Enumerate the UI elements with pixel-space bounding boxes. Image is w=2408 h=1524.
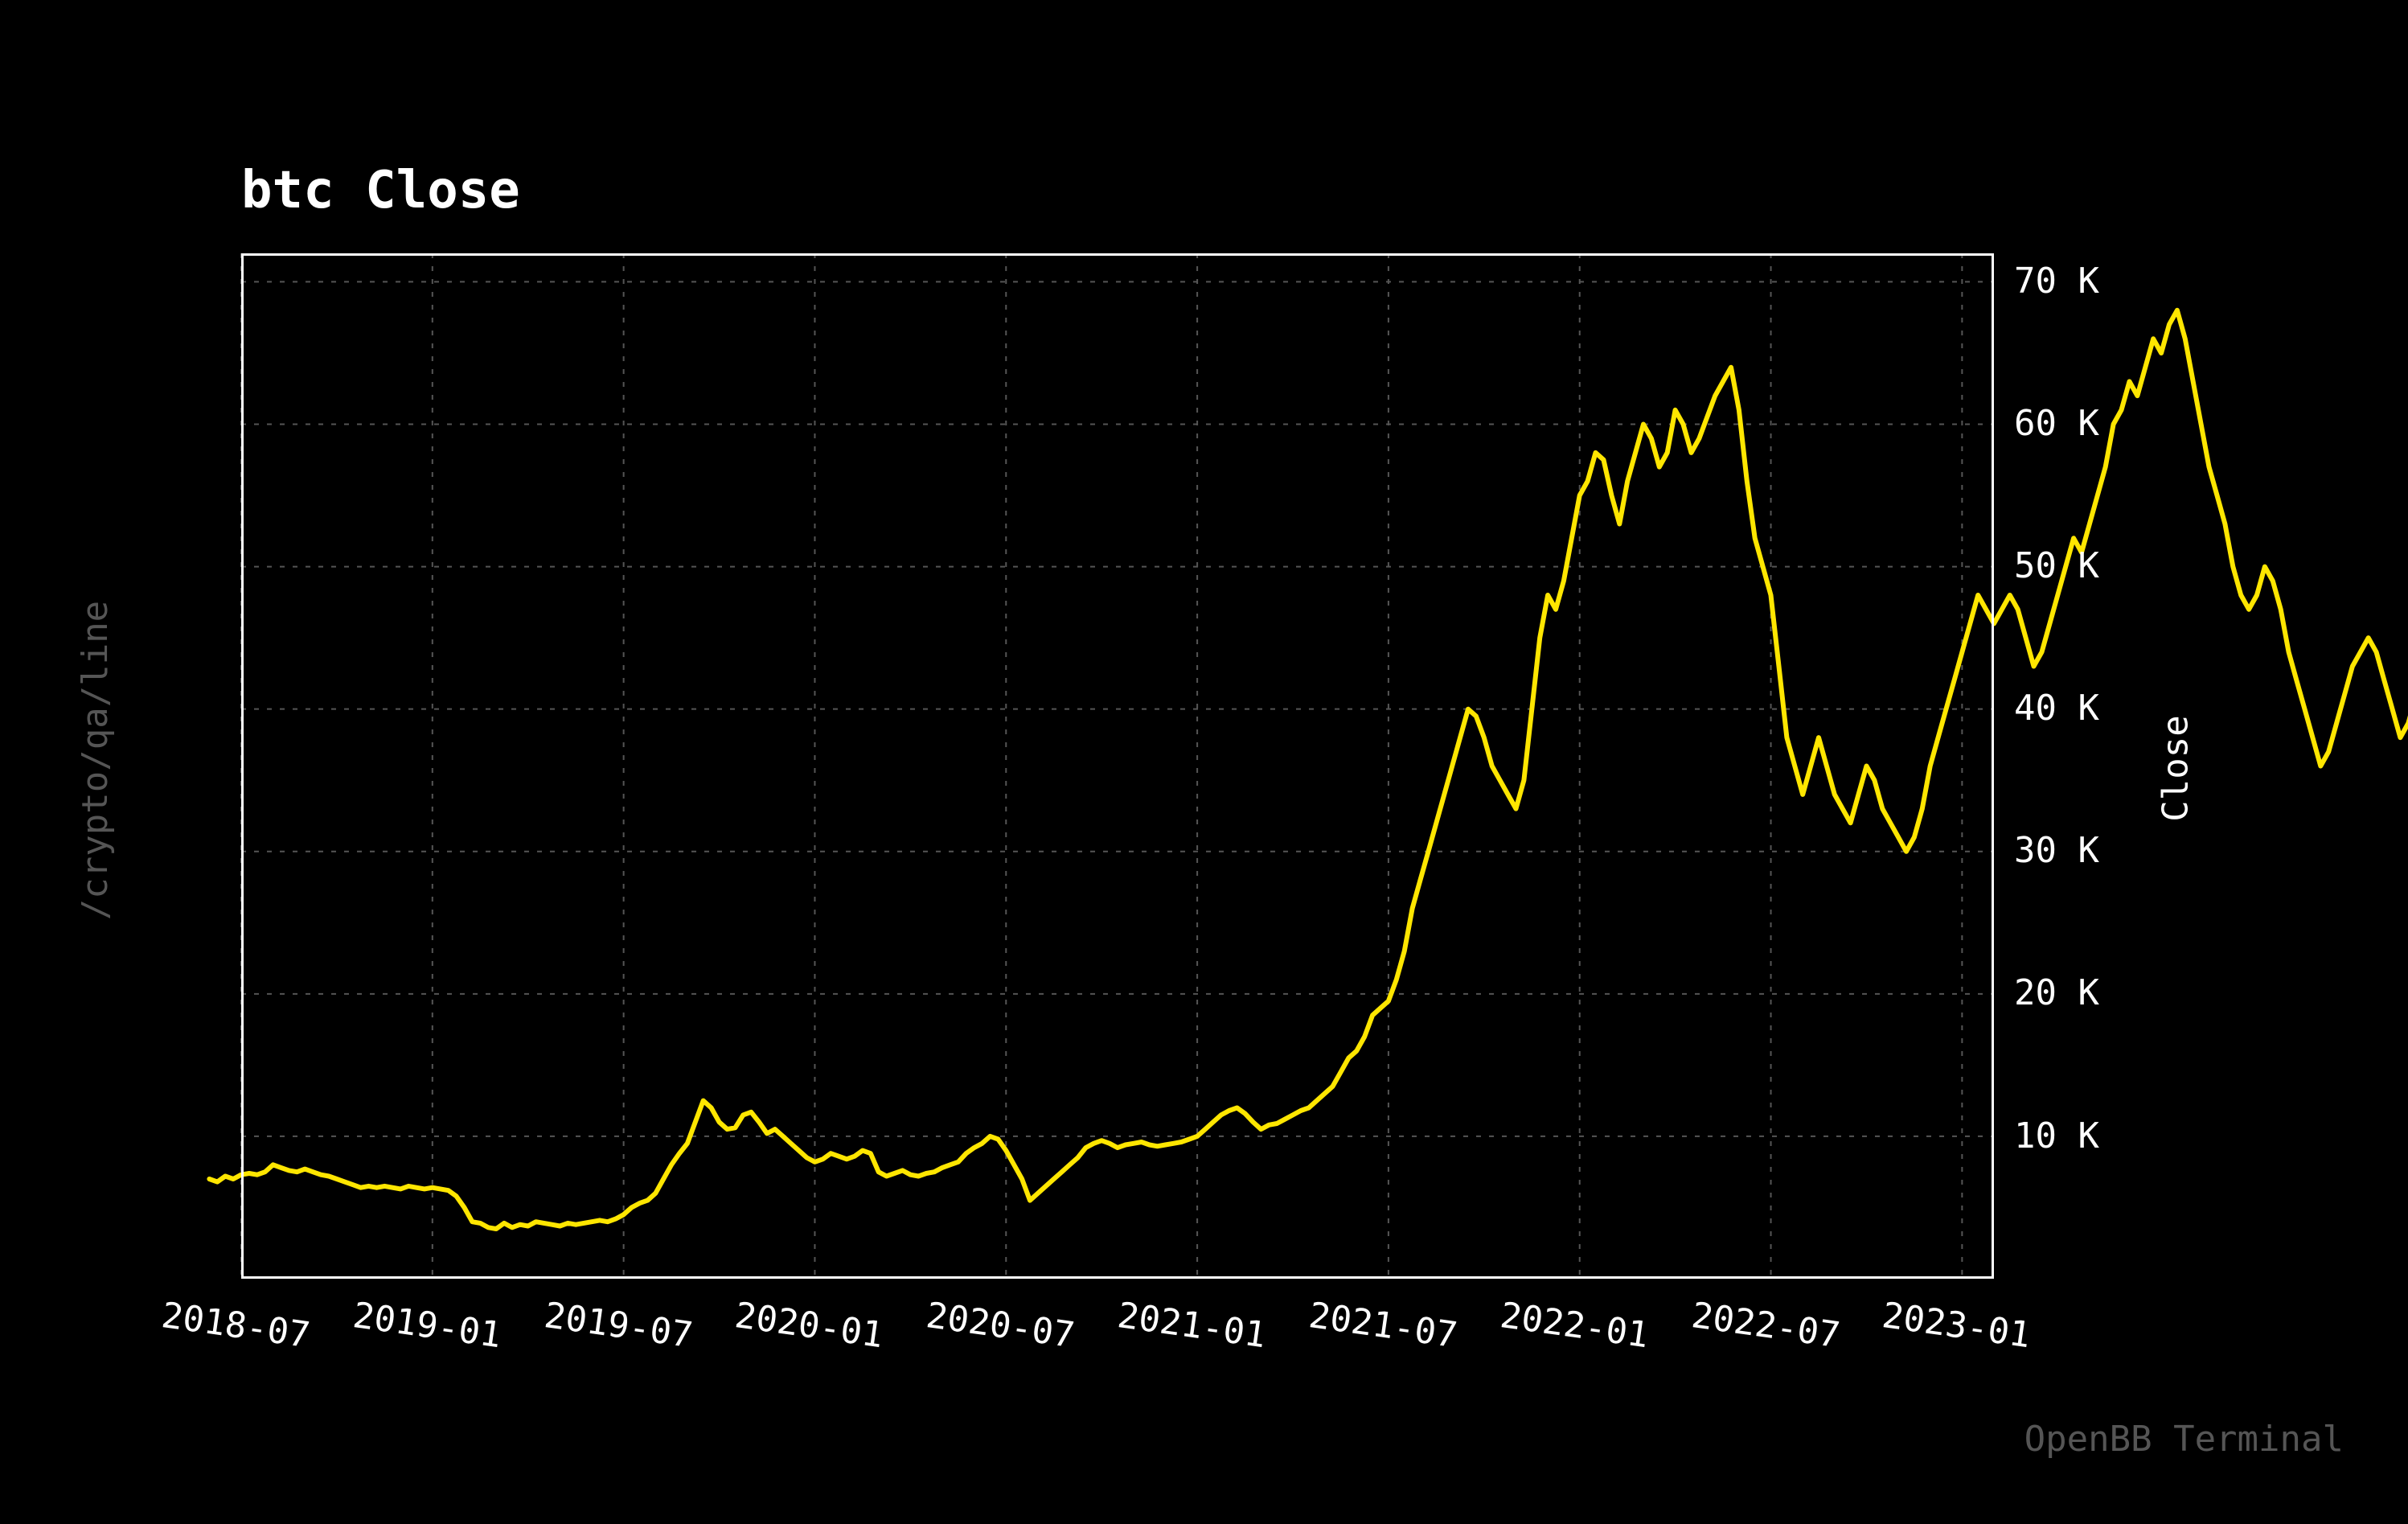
x-tick-label: 2022-07 <box>1688 1295 1842 1356</box>
x-tick-label: 2019-07 <box>542 1295 695 1356</box>
y-tick-label: 10 K <box>2014 1115 2099 1156</box>
x-tick-label: 2020-07 <box>924 1295 1077 1356</box>
y-tick-label: 20 K <box>2014 972 2099 1013</box>
plot-area <box>241 253 1994 1279</box>
x-tick-label: 2019-01 <box>351 1295 504 1356</box>
x-tick-label: 2021-01 <box>1115 1295 1269 1356</box>
x-tick-label: 2018-07 <box>159 1295 313 1356</box>
y-axis-label: Close <box>2156 715 2197 821</box>
y-tick-label: 30 K <box>2014 830 2099 871</box>
side-path-label: /crypto/qa/line <box>75 601 116 920</box>
chart-svg <box>241 253 1994 1279</box>
x-tick-label: 2022-01 <box>1498 1295 1651 1356</box>
chart-title: btc Close <box>241 161 520 220</box>
x-tick-label: 2023-01 <box>1880 1295 2033 1356</box>
y-tick-label: 60 K <box>2014 403 2099 444</box>
watermark-text: OpenBB Terminal <box>2024 1419 2344 1460</box>
x-tick-label: 2021-07 <box>1307 1295 1460 1356</box>
y-tick-label: 70 K <box>2014 261 2099 302</box>
series-line <box>209 310 2408 1229</box>
x-tick-label: 2020-01 <box>732 1295 886 1356</box>
y-tick-label: 50 K <box>2014 545 2099 586</box>
chart-container: btc Close /crypto/qa/line Close OpenBB T… <box>32 32 2376 1492</box>
y-tick-label: 40 K <box>2014 688 2099 729</box>
